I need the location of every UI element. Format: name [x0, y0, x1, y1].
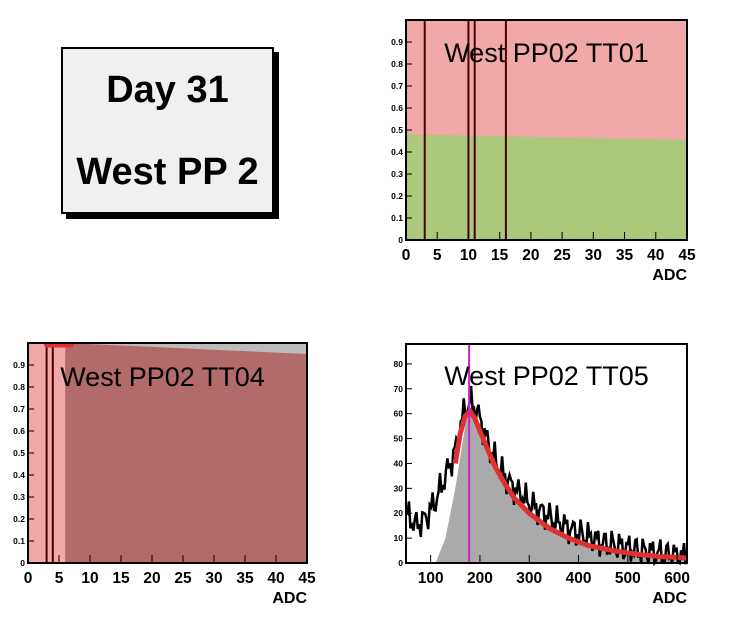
- x-tick-label: 45: [678, 247, 696, 264]
- y-tick-label: 0.8: [391, 59, 403, 69]
- y-tick-label: 0.3: [13, 492, 25, 502]
- x-tick-label: 25: [553, 247, 571, 264]
- x-tick-label: 15: [491, 247, 509, 264]
- plot-title: West PP02 TT01: [444, 38, 649, 68]
- x-tick-label: 600: [664, 570, 690, 587]
- x-tick-label: 300: [516, 570, 542, 587]
- y-tick-label: 0.9: [391, 37, 403, 47]
- y-tick-label: 10: [394, 533, 404, 543]
- x-tick-label: 40: [267, 570, 284, 587]
- x-tick-label: 35: [616, 247, 634, 264]
- x-tick-label: 0: [402, 247, 411, 264]
- gray-hist-fill: [435, 408, 687, 563]
- x-tick-label: 20: [522, 247, 539, 264]
- y-tick-label: 0.6: [13, 426, 25, 436]
- y-tick-label: 0.7: [13, 404, 25, 414]
- chart-3: 0 10 20 30 40 50 60 70 80 100 200 300 400 500 600 ADC We…: [394, 343, 690, 607]
- y-tick-label: 0.1: [13, 536, 25, 546]
- title-location: West PP 2: [76, 151, 259, 193]
- x-tick-label: 45: [298, 570, 316, 587]
- x-tick-label: 20: [143, 570, 160, 587]
- x-tick-label: 10: [81, 570, 98, 587]
- y-tick-label: 0.1: [391, 213, 403, 223]
- x-tick-label: 0: [24, 570, 33, 587]
- x-axis-label: ADC: [652, 267, 687, 284]
- x-tick-label: 200: [467, 570, 493, 587]
- title-day: Day 31: [106, 69, 229, 111]
- y-tick-label: 0: [20, 558, 25, 568]
- x-tick-label: 15: [112, 570, 130, 587]
- y-tick-label: 80: [394, 359, 404, 369]
- plot-frame: [405, 343, 688, 564]
- x-tick-label: 30: [205, 570, 222, 587]
- y-tick-label: 0: [398, 558, 403, 568]
- plot-title: West PP02 TT04: [60, 362, 265, 392]
- dark-red-fill: [65, 343, 307, 563]
- lower-green-fill: [406, 134, 687, 240]
- y-tick-label: 0.9: [13, 360, 25, 370]
- x-tick-label: 5: [433, 247, 442, 264]
- y-tick-label: 0.3: [391, 169, 403, 179]
- dark-red-edge: [71, 343, 78, 563]
- x-axis-label: ADC: [272, 590, 307, 607]
- y-tick-label: 40: [394, 458, 404, 468]
- y-tick-label: 0.2: [391, 191, 403, 201]
- x-axis-label: ADC: [652, 590, 687, 607]
- y-tick-label: 0.5: [391, 125, 403, 135]
- y-tick-label: 30: [394, 483, 404, 493]
- x-tick-label: 35: [236, 570, 254, 587]
- y-tick-label: 20: [394, 508, 404, 518]
- y-tick-label: 60: [394, 409, 404, 419]
- y-tick-label: 0: [398, 235, 403, 245]
- x-tick-label: 5: [55, 570, 64, 587]
- x-tick-label: 400: [566, 570, 592, 587]
- y-tick-label: 50: [394, 434, 404, 444]
- light-red-region: [28, 343, 72, 563]
- x-tick-label: 40: [647, 247, 664, 264]
- x-tick-label: 10: [460, 247, 477, 264]
- y-tick-label: 0.2: [13, 514, 25, 524]
- x-tick-label: 100: [418, 570, 444, 587]
- plot-title: West PP02 TT05: [444, 361, 649, 391]
- x-tick-label: 500: [615, 570, 641, 587]
- title-box: Day 31 West PP 2: [61, 47, 274, 214]
- y-tick-label: 0.4: [13, 470, 25, 480]
- y-tick-label: 70: [394, 384, 404, 394]
- y-tick-label: 0.7: [391, 81, 403, 91]
- chart-1: 0 0.1 0.2 0.3 0.4 0.5 0.6 0.7 0.8 0.9 0 5 10 15 20 25 30…: [391, 19, 696, 284]
- y-tick-label: 0.5: [13, 448, 25, 458]
- x-tick-label: 30: [585, 247, 602, 264]
- x-tick-label: 25: [174, 570, 192, 587]
- y-tick-label: 0.4: [391, 147, 403, 157]
- y-tick-label: 0.6: [391, 103, 403, 113]
- chart-2: 0 0.1 0.2 0.3 0.4 0.5 0.6 0.7 0.8 0.9 0 5 10 15 20 25 30…: [13, 342, 316, 607]
- y-tick-label: 0.8: [13, 382, 25, 392]
